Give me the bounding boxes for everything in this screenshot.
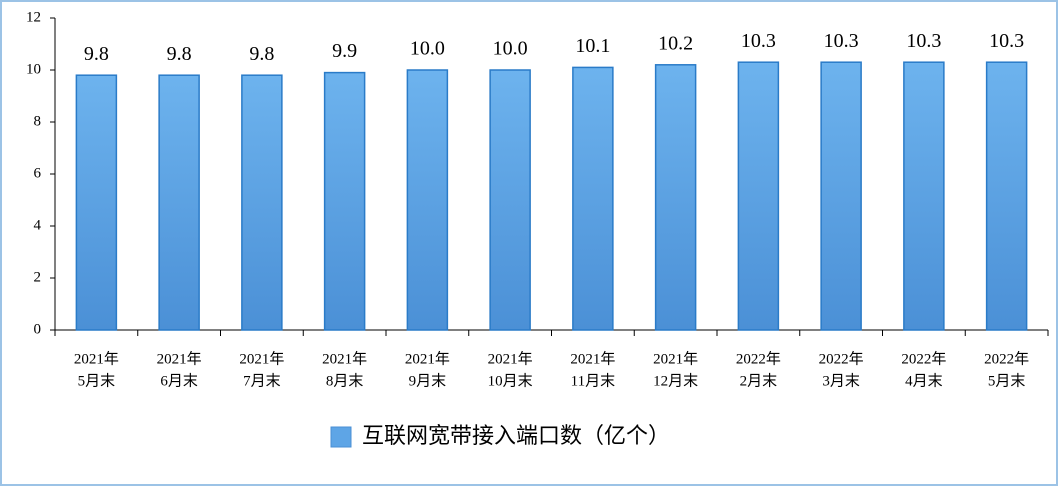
x-tick-label: 2022年 [736, 350, 781, 367]
value-label: 9.9 [332, 40, 357, 62]
x-tick-label: 2021年 [157, 350, 202, 367]
y-tick-label: 2 [34, 269, 42, 285]
bar [75, 74, 118, 331]
bar [654, 64, 697, 331]
x-tick-label: 10月末 [488, 372, 533, 389]
bar [158, 74, 200, 331]
value-label: 10.3 [906, 30, 941, 52]
x-tick-label: 8月末 [326, 372, 364, 389]
x-tick-label: 9月末 [409, 372, 447, 389]
value-label: 10.1 [575, 35, 610, 57]
bar [406, 69, 449, 331]
x-tick-label: 3月末 [822, 372, 860, 389]
bar [985, 61, 1028, 331]
x-tick-label: 2021年 [239, 350, 284, 367]
bar [820, 61, 862, 331]
y-tick-label: 0 [34, 321, 42, 337]
x-tick-label: 2021年 [322, 350, 367, 367]
x-tick-label: 7月末 [243, 372, 281, 389]
x-tick-label: 2021年 [653, 350, 698, 367]
x-tick-label: 2021年 [405, 350, 450, 367]
bar [572, 66, 614, 331]
bar [903, 61, 945, 331]
y-tick-label: 8 [34, 113, 42, 129]
value-label: 10.3 [824, 30, 859, 52]
y-tick-label: 10 [26, 61, 41, 77]
bar [489, 69, 531, 331]
value-label: 10.0 [410, 38, 445, 60]
x-tick-label: 5月末 [78, 372, 116, 389]
x-tick-label: 5月末 [988, 372, 1026, 389]
value-label: 10.3 [741, 30, 776, 52]
y-tick-label: 12 [26, 9, 41, 25]
x-tick-label: 2月末 [740, 372, 778, 389]
value-label: 9.8 [167, 43, 192, 65]
bar [241, 74, 283, 331]
y-tick-label: 4 [34, 217, 42, 233]
value-label: 10.3 [989, 30, 1024, 52]
x-tick-label: 2022年 [984, 350, 1029, 367]
y-tick-label: 6 [34, 165, 42, 181]
x-tick-label: 2022年 [901, 350, 946, 367]
x-tick-label: 2021年 [488, 350, 533, 367]
legend-label: 互联网宽带接入端口数（亿个） [362, 423, 670, 448]
legend-swatch [330, 426, 352, 448]
bar [323, 71, 366, 331]
x-tick-label: 11月末 [571, 372, 615, 389]
x-tick-label: 2021年 [74, 350, 119, 367]
x-tick-label: 12月末 [653, 372, 698, 389]
bar [737, 61, 780, 331]
x-tick-label: 6月末 [160, 372, 198, 389]
value-label: 9.8 [84, 43, 109, 65]
x-tick-label: 2021年 [570, 350, 615, 367]
value-label: 10.2 [658, 32, 693, 54]
value-label: 9.8 [249, 43, 274, 65]
x-tick-label: 4月末 [905, 372, 943, 389]
value-label: 10.0 [493, 38, 528, 60]
x-tick-label: 2022年 [819, 350, 864, 367]
